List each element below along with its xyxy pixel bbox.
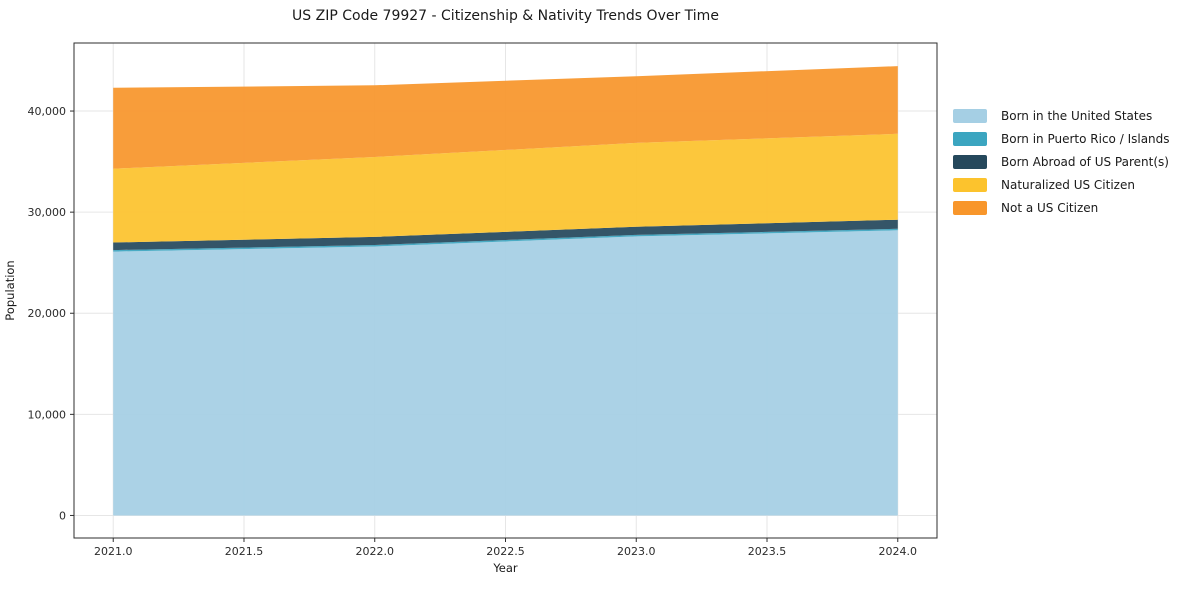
legend-label: Born Abroad of US Parent(s) [1001,154,1169,169]
x-tick-label: 2022.5 [486,545,525,558]
legend-swatch-icon [953,200,987,215]
legend-item-not-a-us-citizen: Not a US Citizen [953,196,1170,219]
x-tick-label: 2023.5 [748,545,787,558]
y-tick-label: 0 [59,509,66,522]
legend-item-born-in-the-united-states: Born in the United States [953,104,1170,127]
area-born-in-the-united-states [113,230,898,516]
legend-item-naturalized-us-citizen: Naturalized US Citizen [953,173,1170,196]
legend-label: Born in Puerto Rico / Islands [1001,131,1170,146]
area-born-in-puerto-rico-islands [113,228,898,252]
area-born-abroad-of-us-parent-s [113,219,898,251]
chart-title: US ZIP Code 79927 - Citizenship & Nativi… [292,8,719,24]
y-tick-label: 20,000 [28,307,67,320]
x-tick-label: 2024.0 [879,545,918,558]
legend-label: Born in the United States [1001,108,1153,123]
y-tick-label: 10,000 [28,408,67,421]
legend-label: Naturalized US Citizen [1001,177,1135,192]
legend: Born in the United States Born in Puerto … [953,104,1170,219]
legend-swatch-icon [953,131,987,146]
area-not-a-us-citizen [113,66,898,169]
area-naturalized-us-citizen [113,133,898,243]
legend-swatch-icon [953,177,987,192]
legend-label: Not a US Citizen [1001,200,1099,215]
x-tick-label: 2021.0 [94,545,133,558]
y-axis-label: Population [3,260,17,320]
x-tick-label: 2022.0 [355,545,394,558]
legend-swatch-icon [953,108,987,123]
x-tick-label: 2023.0 [617,545,656,558]
y-tick-label: 40,000 [28,105,67,118]
legend-item-born-abroad-of-us-parent-s: Born Abroad of US Parent(s) [953,150,1170,173]
legend-item-born-in-puerto-rico-islands: Born in Puerto Rico / Islands [953,127,1170,150]
legend-swatch-icon [953,154,987,169]
x-axis-label: Year [492,561,518,575]
y-tick-label: 30,000 [28,206,67,219]
x-tick-label: 2021.5 [225,545,264,558]
